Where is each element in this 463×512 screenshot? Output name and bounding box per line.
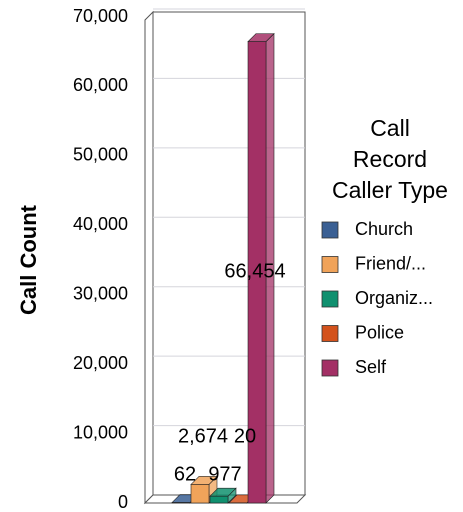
data-label: 2,674 xyxy=(178,425,228,447)
y-tick-label: 40,000 xyxy=(73,214,128,234)
back-wall xyxy=(152,11,306,496)
legend-label: Friend/... xyxy=(355,253,426,273)
y-tick-label: 10,000 xyxy=(73,422,128,442)
y-tick-label: 20,000 xyxy=(73,353,128,373)
y-tick-label: 70,000 xyxy=(73,6,128,26)
legend-label: Police xyxy=(355,322,404,342)
data-label: 20 xyxy=(234,425,256,447)
legend-swatch xyxy=(321,256,339,273)
y-tick-label: 50,000 xyxy=(73,145,128,165)
legend-title: Caller Type xyxy=(332,177,448,203)
legend-swatch xyxy=(321,325,339,342)
y-tick-label: 0 xyxy=(118,492,128,512)
legend-swatch xyxy=(321,221,339,239)
data-label: 66,454 xyxy=(224,260,285,282)
legend-swatch xyxy=(321,359,339,377)
y-tick-label: 30,000 xyxy=(73,283,128,303)
legend-label: Church xyxy=(355,219,413,239)
bar xyxy=(190,484,210,504)
bar xyxy=(209,495,229,504)
legend-title: Call xyxy=(370,115,410,141)
legend-label: Organiz... xyxy=(355,288,433,308)
bar xyxy=(247,41,267,504)
legend-title: Record xyxy=(353,146,427,172)
data-label: 977 xyxy=(208,463,241,485)
legend-label: Self xyxy=(355,357,387,377)
y-axis-label: Call Count xyxy=(16,204,41,315)
left-wall xyxy=(144,10,154,505)
y-tick-label: 60,000 xyxy=(73,75,128,95)
data-label: 62 xyxy=(174,463,196,485)
legend-swatch xyxy=(321,290,339,308)
